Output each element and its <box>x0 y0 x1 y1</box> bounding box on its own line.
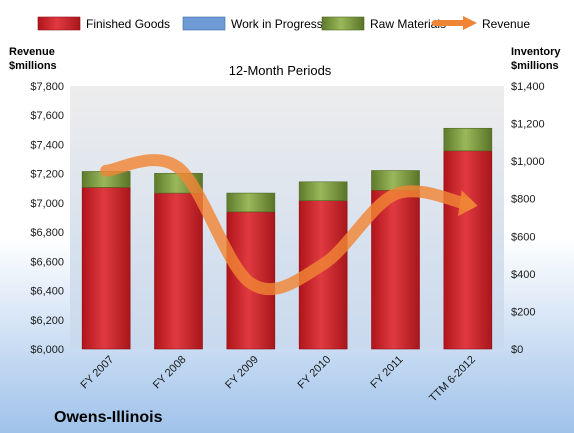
legend-label-revenue: Revenue <box>482 17 530 31</box>
bar-finished-goods <box>81 187 131 350</box>
right-tick-label: $800 <box>511 194 535 206</box>
left-tick-label: $6,400 <box>30 286 64 298</box>
bar-finished-goods <box>154 192 203 350</box>
left-tick-label: $6,000 <box>30 344 64 356</box>
left-tick-label: $7,600 <box>30 110 64 122</box>
left-axis-title-line2: $millions <box>9 60 57 72</box>
legend: Finished Goods Work in Progress Raw Mate… <box>37 16 530 31</box>
bar-raw-materials <box>298 181 348 201</box>
right-tick-label: $600 <box>511 231 535 243</box>
left-tick-label: $6,600 <box>30 256 64 268</box>
left-tick-label: $7,000 <box>30 198 64 210</box>
right-tick-label: $1,000 <box>511 156 545 168</box>
legend-swatch-revenue-arrowhead <box>463 16 477 30</box>
right-tick-label: $1,400 <box>511 81 545 93</box>
revenue-series <box>100 154 478 296</box>
bars <box>81 127 493 350</box>
legend-swatch-raw-materials <box>321 16 365 31</box>
legend-swatch-finished-goods <box>37 16 81 31</box>
right-tick-label: $0 <box>511 344 523 356</box>
left-tick-label: $7,400 <box>30 139 64 151</box>
bar-finished-goods <box>371 189 420 350</box>
left-tick-label: $6,800 <box>30 227 64 239</box>
right-tick-label: $200 <box>511 306 535 318</box>
right-axis-title-line2: $millions <box>511 60 559 72</box>
right-axis-title-line1: Inventory <box>511 46 561 58</box>
left-axis-ticks: $6,000 $6,200 $6,400 $6,600 $6,800 $7,000 $7,2… <box>30 81 64 356</box>
left-tick-label: $7,800 <box>30 81 64 93</box>
bar-raw-materials <box>443 127 493 152</box>
legend-label-raw-materials: Raw Materials <box>370 17 446 31</box>
left-tick-label: $7,200 <box>30 169 64 181</box>
right-tick-label: $400 <box>511 269 535 281</box>
bar-finished-goods <box>443 150 493 350</box>
right-axis-ticks: $0 $200 $400 $600 $800 $1,000 $1,200 $1,400 <box>511 81 545 356</box>
revenue-line <box>100 154 474 296</box>
company-name: Owens-Illinois <box>54 409 163 426</box>
legend-swatch-work-in-progress <box>182 16 226 31</box>
legend-label-work-in-progress: Work in Progress <box>231 17 323 31</box>
left-axis-title-line1: Revenue <box>9 46 55 58</box>
bar-raw-materials <box>226 192 276 213</box>
legend-label-finished-goods: Finished Goods <box>86 17 170 31</box>
chart-subtitle: 12-Month Periods <box>229 63 332 78</box>
right-tick-label: $1,200 <box>511 119 545 131</box>
revenue-arrowhead <box>458 190 478 217</box>
plot-area <box>70 86 504 349</box>
left-tick-label: $6,200 <box>30 315 64 327</box>
